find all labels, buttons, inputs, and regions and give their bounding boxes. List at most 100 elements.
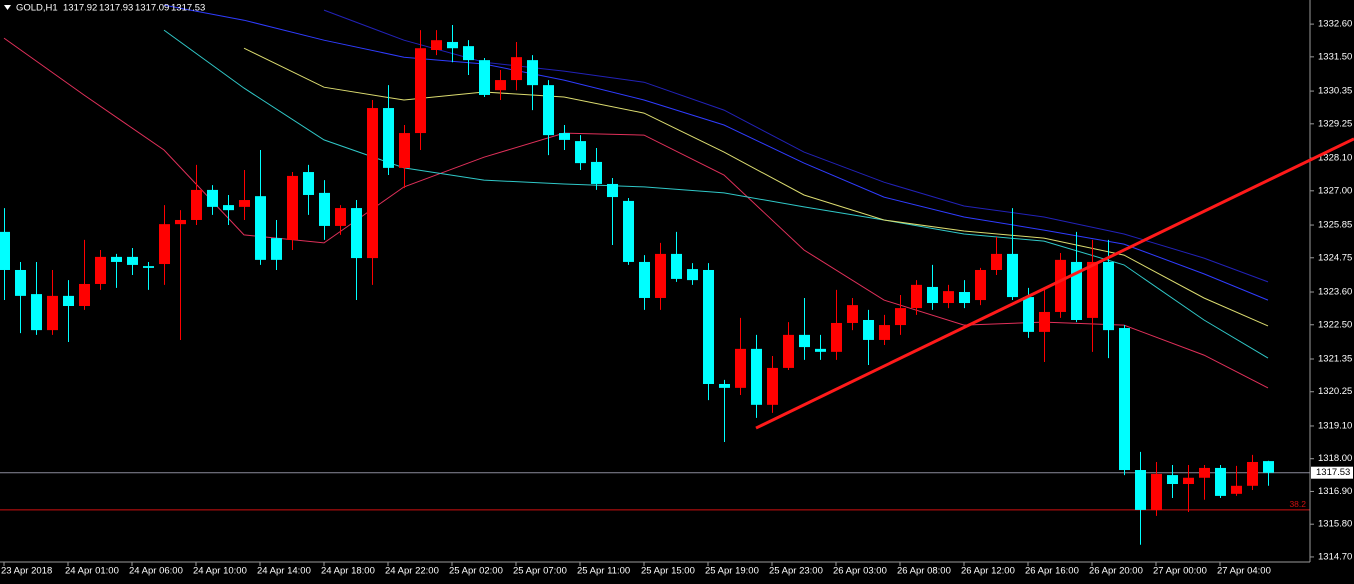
- candle-body: [1119, 328, 1130, 471]
- candle-body: [639, 261, 650, 298]
- candle-body: [991, 253, 1002, 270]
- candle-body: [31, 294, 42, 331]
- candle-body: [1215, 467, 1226, 496]
- candle-body: [415, 48, 426, 134]
- x-tick-label: 26 Apr 20:00: [1089, 566, 1143, 577]
- candle-body: [63, 295, 74, 307]
- candle-body: [111, 256, 122, 262]
- candle-body: [351, 208, 362, 259]
- candle-body: [431, 40, 442, 51]
- candle-body: [1167, 475, 1178, 485]
- candle-body: [319, 192, 330, 226]
- candle-body: [751, 348, 762, 405]
- candle-body: [287, 175, 298, 240]
- candle-body: [1071, 261, 1082, 320]
- y-tick-label: 1327.00: [1318, 185, 1352, 196]
- y-tick-label: 1316.90: [1318, 486, 1352, 497]
- y-tick-label: 1329.25: [1318, 118, 1352, 129]
- candle-body: [719, 383, 730, 388]
- candle-body: [159, 224, 170, 265]
- candle-body: [15, 269, 26, 296]
- candle-body: [671, 253, 682, 279]
- candle-body: [1151, 473, 1162, 510]
- candle-body: [1231, 485, 1242, 494]
- x-tick-label: 25 Apr 02:00: [449, 566, 503, 577]
- header-close: 1317.53: [171, 3, 205, 14]
- candle-body: [943, 291, 954, 304]
- y-tick-label: 1323.60: [1318, 287, 1352, 298]
- candle-body: [623, 200, 634, 262]
- candle-body: [1023, 297, 1034, 332]
- x-tick-label: 25 Apr 11:00: [577, 566, 630, 577]
- candle-body: [1263, 461, 1274, 473]
- x-tick-label: 23 Apr 2018: [1, 566, 52, 577]
- x-tick-label: 24 Apr 18:00: [321, 566, 375, 577]
- y-tick-label: 1324.75: [1318, 252, 1352, 263]
- x-tick-label: 26 Apr 08:00: [897, 566, 951, 577]
- x-tick-label: 25 Apr 15:00: [641, 566, 695, 577]
- candle-body: [463, 46, 474, 61]
- candle-body: [1007, 253, 1018, 298]
- candle-body: [191, 189, 202, 220]
- y-tick-label: 1325.85: [1318, 220, 1352, 231]
- candle-body: [1039, 311, 1050, 332]
- candle-body: [687, 269, 698, 281]
- x-tick-label: 25 Apr 19:00: [705, 566, 759, 577]
- x-tick-label: 24 Apr 10:00: [193, 566, 247, 577]
- header-high: 1317.93: [99, 3, 133, 14]
- candle-body: [735, 348, 746, 388]
- candle-body: [1183, 477, 1194, 485]
- candle-body: [383, 108, 394, 168]
- candle-body: [575, 141, 586, 164]
- candle-body: [399, 133, 410, 168]
- candle-body: [607, 183, 618, 198]
- candle-body: [175, 219, 186, 225]
- fib-level-label: 38.2: [1289, 499, 1306, 509]
- candle-body: [0, 231, 10, 270]
- x-tick-label: 26 Apr 12:00: [961, 566, 1015, 577]
- moving-average: [163, 29, 1269, 359]
- candle-body: [527, 60, 538, 86]
- x-tick-label: 26 Apr 03:00: [833, 566, 887, 577]
- candle-body: [703, 269, 714, 384]
- candle-body: [511, 57, 522, 81]
- candle-body: [591, 161, 602, 184]
- candle-body: [255, 196, 266, 260]
- candle-body: [543, 85, 554, 136]
- header-low: 1317.09: [135, 3, 169, 14]
- candle-body: [1087, 261, 1098, 318]
- y-tick-label: 1322.50: [1318, 319, 1352, 330]
- candle-body: [911, 284, 922, 309]
- x-tick-label: 26 Apr 16:00: [1025, 566, 1079, 577]
- candle-body: [95, 256, 106, 284]
- candle-body: [239, 200, 250, 207]
- candle-body: [1135, 470, 1146, 510]
- plot-area: [0, 4, 1310, 545]
- header-open: 1317.92: [63, 3, 97, 14]
- x-tick-label: 24 Apr 01:00: [65, 566, 119, 577]
- candle-body: [271, 238, 282, 260]
- candle-body: [815, 348, 826, 352]
- y-tick-label: 1332.60: [1318, 19, 1352, 30]
- y-tick-label: 1330.35: [1318, 86, 1352, 97]
- moving-average: [163, 4, 1269, 301]
- x-tick-label: 27 Apr 00:00: [1153, 566, 1207, 577]
- candle-body: [767, 367, 778, 405]
- trend-line: [755, 137, 1354, 430]
- candle-body: [479, 60, 490, 95]
- candle-body: [335, 208, 346, 226]
- candle-body: [447, 41, 458, 49]
- x-tick-label: 24 Apr 06:00: [129, 566, 183, 577]
- y-tick-label: 1328.10: [1318, 153, 1352, 164]
- candle-body: [783, 334, 794, 368]
- x-tick-label: 25 Apr 23:00: [769, 566, 823, 577]
- candle-body: [127, 256, 138, 265]
- candle-body: [1199, 467, 1210, 478]
- candle-body: [143, 266, 154, 268]
- price-tag-label: 1317.53: [1316, 467, 1350, 478]
- menu-arrow[interactable]: [4, 5, 11, 10]
- price-tag-box: [1311, 466, 1353, 479]
